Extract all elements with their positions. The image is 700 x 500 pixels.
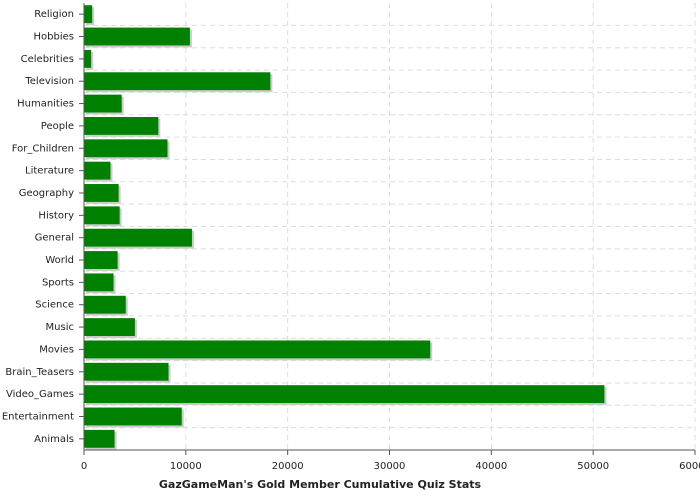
- bar: [84, 94, 122, 113]
- y-tick-label: Music: [46, 322, 74, 333]
- bar: [84, 318, 135, 337]
- bar: [84, 161, 111, 180]
- y-tick-label: Sports: [42, 277, 74, 288]
- y-tick-label: World: [45, 255, 74, 266]
- bar: [84, 228, 192, 247]
- x-tick-label: 20000: [272, 461, 304, 472]
- y-tick-label: Science: [35, 300, 74, 311]
- y-tick-label: Entertainment: [2, 411, 74, 422]
- bar: [84, 362, 169, 381]
- y-tick-label: For_Children: [12, 143, 74, 154]
- bar: [84, 407, 182, 426]
- bar: [84, 184, 119, 202]
- x-tick-label: 40000: [475, 461, 507, 472]
- bar: [84, 273, 114, 292]
- bar: [84, 49, 92, 68]
- y-tick-label: General: [35, 233, 74, 244]
- bar: [84, 340, 431, 359]
- bar: [84, 385, 605, 404]
- y-tick-label: History: [38, 210, 74, 221]
- bar: [84, 429, 115, 448]
- y-tick-label: Celebrities: [21, 54, 74, 65]
- y-tick-label: Literature: [25, 166, 74, 177]
- bar: [84, 139, 168, 158]
- bar: [84, 295, 126, 314]
- y-tick-label: Movies: [39, 344, 74, 355]
- x-tick-label: 30000: [374, 461, 406, 472]
- bar: [84, 251, 118, 269]
- y-tick-label: Humanities: [17, 99, 74, 110]
- bar: [84, 116, 159, 135]
- x-tick-label: 10000: [170, 461, 202, 472]
- y-tick-label: Geography: [19, 188, 74, 199]
- x-tick-label: 0: [81, 461, 87, 472]
- x-tick-label: 60000: [679, 461, 700, 472]
- x-axis-label: GazGameMan's Gold Member Cumulative Quiz…: [159, 478, 482, 491]
- bar: [84, 72, 271, 91]
- y-tick-label: Television: [24, 76, 74, 87]
- bar: [84, 27, 190, 46]
- y-tick-label: Religion: [34, 9, 74, 20]
- x-tick-label: 50000: [577, 461, 609, 472]
- y-tick-label: People: [41, 121, 74, 132]
- y-tick-label: Animals: [34, 434, 74, 445]
- bar: [84, 206, 120, 225]
- y-tick-label: Video_Games: [6, 389, 74, 400]
- bar: [84, 5, 93, 24]
- y-tick-label: Hobbies: [34, 32, 74, 43]
- y-tick-label: Brain_Teasers: [5, 367, 74, 378]
